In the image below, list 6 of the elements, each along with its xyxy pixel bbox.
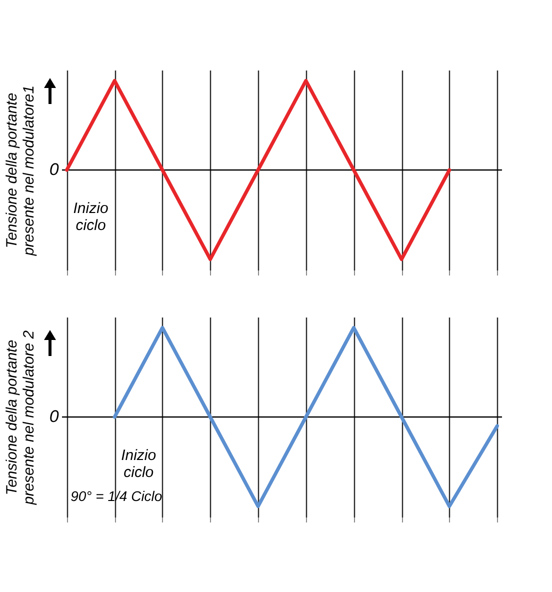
y-axis-title: Tensione della portante presente nel modulatore1: [4, 85, 38, 257]
y-axis-title: Tensione della portante presente nel modulatore 2: [4, 330, 38, 506]
text: 0: [49, 407, 60, 426]
text: 0: [49, 160, 60, 179]
annotation: Inizio ciclo: [73, 200, 108, 234]
annotation: Inizio ciclo: [121, 447, 156, 481]
